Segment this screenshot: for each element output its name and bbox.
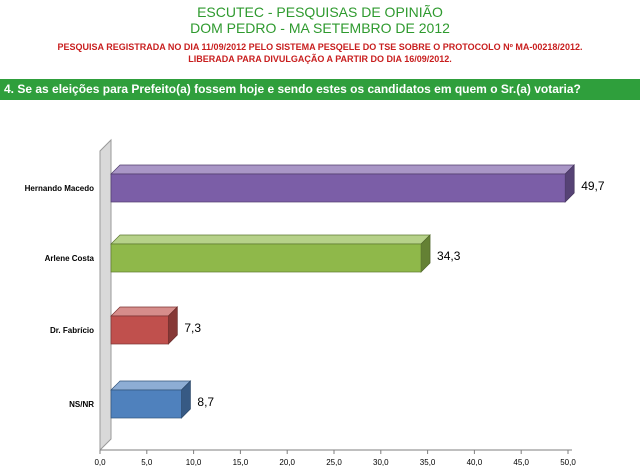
x-tick-label: 10,0 <box>186 458 202 467</box>
bar <box>110 389 182 419</box>
bar-top-face <box>110 234 431 245</box>
registration-note: PESQUISA REGISTRADA NO DIA 11/09/2012 PE… <box>57 42 583 52</box>
value-label: 8,7 <box>197 395 214 409</box>
x-tick-label: 35,0 <box>420 458 436 467</box>
value-label: 49,7 <box>581 179 605 193</box>
x-tick-label: 25,0 <box>326 458 342 467</box>
bar <box>110 173 566 203</box>
x-tick-label: 20,0 <box>279 458 295 467</box>
value-label: 7,3 <box>184 321 201 335</box>
x-tick-label: 50,0 <box>560 458 576 467</box>
x-tick-label: 30,0 <box>373 458 389 467</box>
x-tick-label: 15,0 <box>233 458 249 467</box>
x-tick-label: 40,0 <box>467 458 483 467</box>
x-tick-label: 5,0 <box>141 458 153 467</box>
category-label: Dr. Fabrício <box>50 326 94 335</box>
bar-top-face <box>110 380 192 391</box>
x-tick-label: 45,0 <box>513 458 529 467</box>
chart-subtitle: DOM PEDRO - MA SETEMBRO DE 2012 <box>190 20 450 36</box>
bar <box>110 243 422 273</box>
bar-top-face <box>110 306 179 317</box>
category-label: Hernando Macedo <box>25 184 94 193</box>
category-label: Arlene Costa <box>45 254 95 263</box>
chart-back-wall <box>99 138 112 452</box>
release-note: LIBERADA PARA DIVULGAÇÃO A PARTIR DO DIA… <box>188 54 452 64</box>
chart-title: ESCUTEC - PESQUISAS DE OPINIÃO <box>197 4 443 20</box>
x-tick-label: 0,0 <box>94 458 106 467</box>
value-label: 34,3 <box>437 249 461 263</box>
category-label: NS/NR <box>69 400 94 409</box>
question-banner: 4. Se as eleições para Prefeito(a) fosse… <box>0 79 640 100</box>
bar-top-face <box>110 164 576 175</box>
bar <box>110 315 169 345</box>
